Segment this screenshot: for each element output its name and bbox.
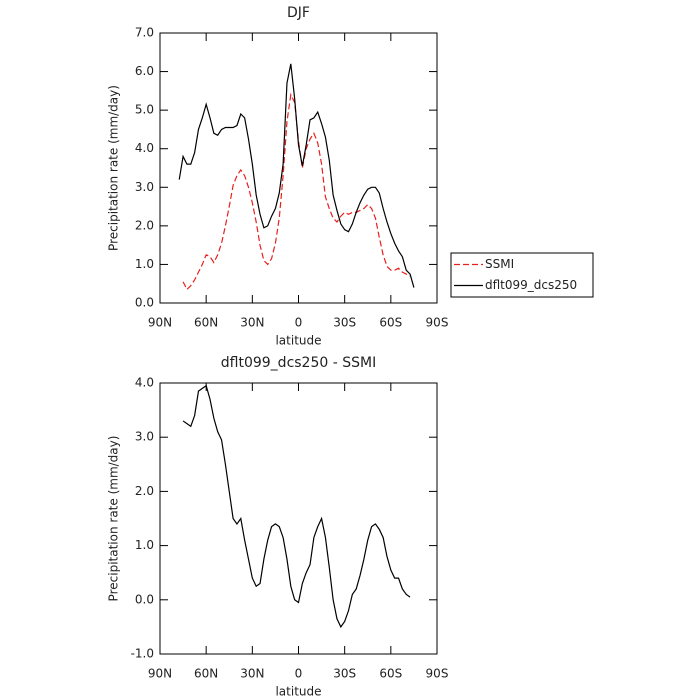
x-tick-label: 0	[295, 316, 303, 330]
y-tick-label: 2.0	[135, 484, 154, 498]
x-tick-label: 30S	[333, 667, 356, 681]
y-tick-label: 1.0	[135, 538, 154, 552]
y-tick-label: 4.0	[135, 141, 154, 155]
plot-frame	[159, 382, 438, 655]
y-axis-label: Precipitation rate (mm/day)	[107, 436, 121, 602]
x-tick-label: 90N	[148, 667, 172, 681]
x-tick-label: 60S	[379, 667, 402, 681]
legend-label: SSMI	[485, 257, 514, 271]
chart-title: dflt099_dcs250 - SSMI	[221, 355, 376, 371]
y-tick-label: 0.0	[135, 592, 154, 606]
data-line	[178, 63, 415, 288]
x-tick-label: 30N	[240, 667, 264, 681]
x-tick-label: 30S	[333, 316, 356, 330]
x-tick-label: 90N	[148, 316, 172, 330]
x-tick-label: 90S	[426, 667, 449, 681]
y-tick-label: 6.0	[135, 64, 154, 78]
x-tick-label: 60N	[194, 316, 218, 330]
y-tick-label: 2.0	[135, 218, 154, 232]
x-tick-label: 60S	[379, 316, 402, 330]
plot-frame	[159, 32, 438, 304]
x-tick-label: 90S	[426, 316, 449, 330]
x-axis-label: latitude	[275, 685, 321, 699]
y-tick-label: 3.0	[135, 430, 154, 444]
legend-label: dflt099_dcs250	[485, 278, 577, 292]
x-tick-label: 0	[295, 667, 303, 681]
y-tick-label: 3.0	[135, 180, 154, 194]
y-tick-label: 4.0	[135, 376, 154, 390]
x-tick-label: 60N	[194, 667, 218, 681]
chart-title: DJF	[287, 5, 310, 21]
x-tick-label: 30N	[240, 316, 264, 330]
y-tick-label: 0.0	[135, 296, 154, 310]
y-tick-label: -1.0	[131, 647, 154, 661]
y-tick-label: 5.0	[135, 103, 154, 117]
legend-box	[450, 252, 594, 298]
y-tick-label: 1.0	[135, 257, 154, 271]
data-line	[182, 384, 411, 629]
data-line	[182, 92, 411, 291]
y-axis-label: Precipitation rate (mm/day)	[107, 85, 121, 251]
x-axis-label: latitude	[275, 334, 321, 348]
y-tick-label: 7.0	[135, 26, 154, 40]
